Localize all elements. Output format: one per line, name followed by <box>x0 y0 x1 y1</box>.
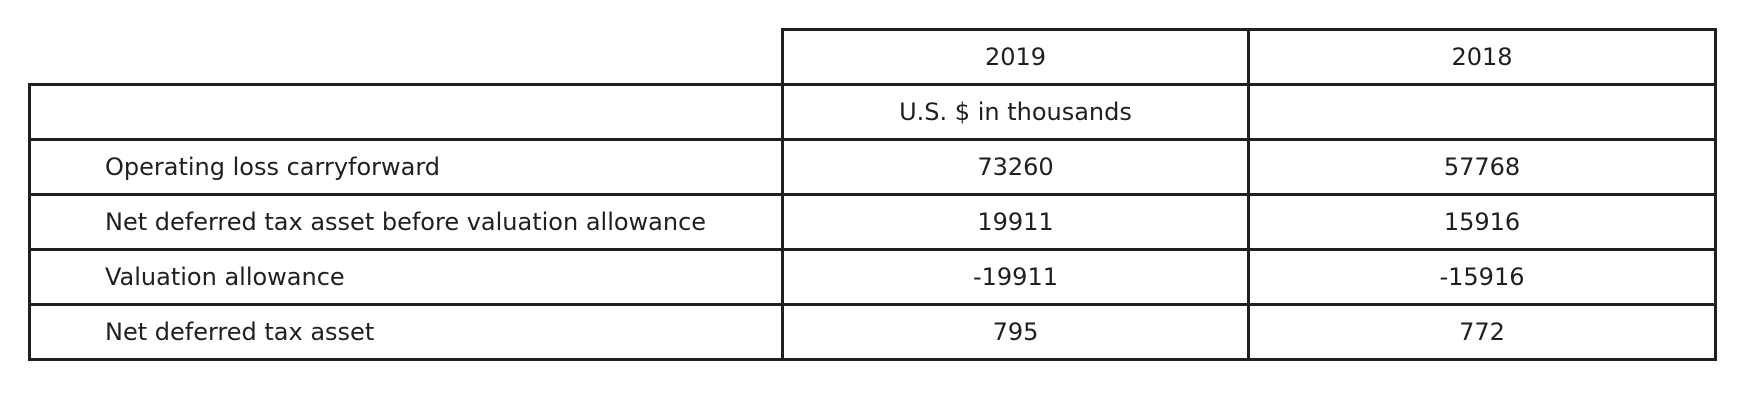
value-2018: 772 <box>1247 303 1717 361</box>
value-2019: -19911 <box>781 248 1250 306</box>
header-year-2018: 2018 <box>1247 28 1717 86</box>
value-2019: 73260 <box>781 138 1250 196</box>
header-row: 2019 2018 <box>30 28 1717 86</box>
row-label: Net deferred tax asset <box>28 303 784 361</box>
units-row-label <box>28 83 784 141</box>
value-2018: 15916 <box>1247 193 1717 251</box>
table-row: Net deferred tax asset 795 772 <box>28 303 1717 361</box>
header-year-2019: 2019 <box>781 28 1250 86</box>
units-row: U.S. $ in thousands <box>28 83 1717 141</box>
table-row: Valuation allowance -19911 -15916 <box>28 248 1717 306</box>
header-blank-cell <box>30 30 783 85</box>
value-2018: 57768 <box>1247 138 1717 196</box>
value-2019: 795 <box>781 303 1250 361</box>
row-label: Net deferred tax asset before valuation … <box>28 193 784 251</box>
units-label: U.S. $ in thousands <box>781 83 1250 141</box>
value-2018: -15916 <box>1247 248 1717 306</box>
value-2019: 19911 <box>781 193 1250 251</box>
table-row: Net deferred tax asset before valuation … <box>28 193 1717 251</box>
row-label: Valuation allowance <box>28 248 784 306</box>
deferred-tax-table: 2019 2018 U.S. $ in thousands Operating … <box>28 28 1717 361</box>
table-row: Operating loss carryforward 73260 57768 <box>28 138 1717 196</box>
row-label: Operating loss carryforward <box>28 138 784 196</box>
units-row-2018-cell <box>1247 83 1717 141</box>
